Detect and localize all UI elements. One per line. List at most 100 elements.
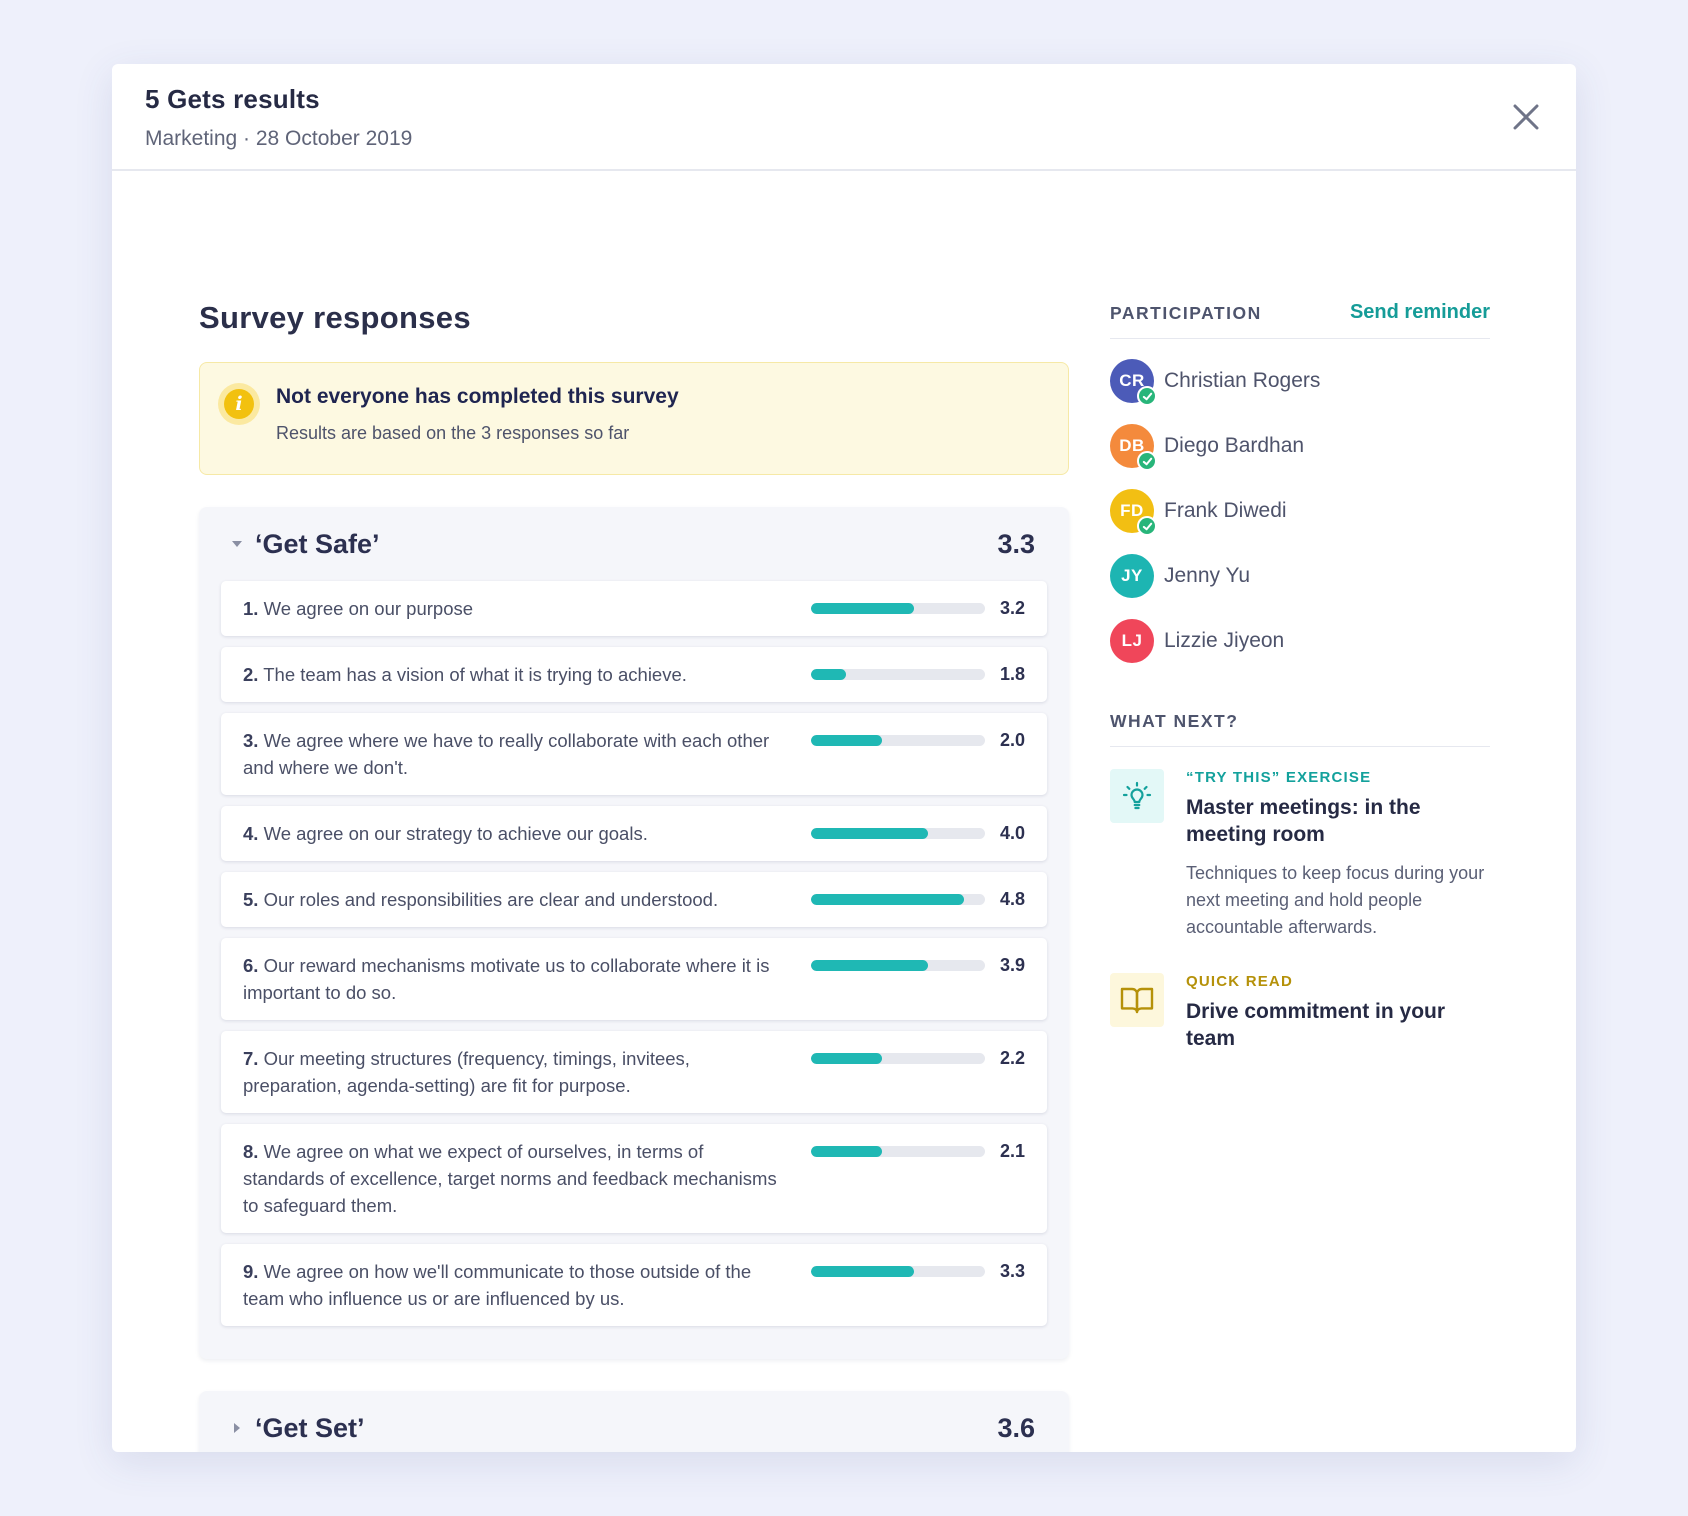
- completed-check-icon: [1137, 451, 1157, 471]
- score-bar-fill: [811, 960, 928, 971]
- card-title[interactable]: Drive commitment in your team: [1186, 1000, 1446, 1050]
- question-number: 5.: [243, 889, 259, 910]
- caret-right-icon: [234, 1423, 240, 1433]
- question-metric: 1.8: [811, 661, 1025, 688]
- sidebar: PARTICIPATION Send reminder CR Christian …: [1110, 224, 1490, 1052]
- what-next-cards: “TRY THIS” EXERCISE Master meetings: in t…: [1110, 769, 1490, 1052]
- score-bar: [811, 669, 985, 680]
- score-bar-fill: [811, 894, 965, 905]
- question-row: 9. We agree on how we'll communicate to …: [221, 1244, 1047, 1326]
- question-metric: 4.0: [811, 820, 1025, 847]
- completed-check-icon: [1137, 386, 1157, 406]
- score-bar: [811, 960, 985, 971]
- question-score: 4.8: [999, 889, 1025, 909]
- question-text: 6. Our reward mechanisms motivate us to …: [243, 955, 770, 1003]
- question-number: 2.: [243, 664, 259, 685]
- card-kicker: QUICK READ: [1186, 973, 1294, 990]
- completed-check-icon: [1137, 516, 1157, 536]
- question-score: 1.8: [999, 664, 1025, 684]
- card-kicker: “TRY THIS” EXERCISE: [1186, 769, 1372, 786]
- info-icon: i: [218, 383, 260, 425]
- incomplete-survey-alert: i Not everyone has completed this survey…: [199, 362, 1069, 475]
- score-bar-fill: [811, 1053, 883, 1064]
- question-text: 2. The team has a vision of what it is t…: [243, 664, 687, 685]
- card-title[interactable]: Master meetings: in the meeting room: [1186, 796, 1421, 846]
- question-number: 4.: [243, 823, 259, 844]
- participation-label: PARTICIPATION: [1110, 303, 1262, 323]
- question-metric: 4.8: [811, 886, 1025, 913]
- group-score: 3.3: [997, 528, 1035, 559]
- question-metric: 3.3: [811, 1258, 1025, 1285]
- card-body: “TRY THIS” EXERCISE Master meetings: in t…: [1186, 769, 1486, 941]
- question-row: 3. We agree where we have to really coll…: [221, 713, 1047, 795]
- question-text: 1. We agree on our purpose: [243, 598, 474, 619]
- participant-name: Christian Rogers: [1164, 369, 1321, 392]
- group-header[interactable]: ‘Get Safe’ 3.3: [199, 507, 1069, 581]
- score-bar: [811, 1266, 985, 1277]
- score-bar: [811, 1146, 985, 1157]
- participant-list: CR Christian Rogers DB Diego Bardhan FD Frank…: [1110, 359, 1490, 663]
- participant-item: CR Christian Rogers: [1110, 359, 1490, 406]
- survey-group: ‘Get Set’ 3.6: [199, 1391, 1069, 1452]
- group-name: ‘Get Safe’: [255, 528, 380, 559]
- question-row: 1. We agree on our purpose 3.2: [221, 581, 1047, 636]
- question-score: 3.3: [999, 1261, 1025, 1281]
- participant-name: Lizzie Jiyeon: [1164, 629, 1285, 652]
- score-bar: [811, 603, 985, 614]
- question-row: 7. Our meeting structures (frequency, ti…: [221, 1031, 1047, 1113]
- alert-title: Not everyone has completed this survey: [276, 385, 679, 408]
- question-score: 2.0: [999, 730, 1025, 750]
- question-row: 2. The team has a vision of what it is t…: [221, 647, 1047, 702]
- quick-read-card[interactable]: QUICK READ Drive commitment in your team: [1110, 973, 1490, 1052]
- question-score: 3.2: [999, 598, 1025, 618]
- question-number: 6.: [243, 955, 259, 976]
- modal-subtitle: Marketing · 28 October 2019: [145, 127, 413, 150]
- question-text: 5. Our roles and responsibilities are cl…: [243, 889, 719, 910]
- score-bar: [811, 735, 985, 746]
- avatar: CR: [1110, 359, 1157, 406]
- question-row: 5. Our roles and responsibilities are cl…: [221, 872, 1047, 927]
- score-bar-fill: [811, 735, 883, 746]
- question-text: 4. We agree on our strategy to achieve o…: [243, 823, 648, 844]
- score-bar: [811, 828, 985, 839]
- question-number: 8.: [243, 1141, 259, 1162]
- close-button[interactable]: [1506, 97, 1546, 137]
- question-number: 9.: [243, 1261, 259, 1282]
- question-metric: 3.2: [811, 595, 1025, 622]
- question-score: 2.2: [999, 1048, 1025, 1068]
- exercise-card[interactable]: “TRY THIS” EXERCISE Master meetings: in t…: [1110, 769, 1490, 941]
- question-score: 2.1: [999, 1141, 1025, 1161]
- what-next-label: WHAT NEXT?: [1110, 711, 1239, 731]
- results-modal: 5 Gets results Marketing · 28 October 20…: [112, 64, 1576, 1452]
- participant-item: DB Diego Bardhan: [1110, 424, 1490, 471]
- question-score: 4.0: [999, 823, 1025, 843]
- question-text: 9. We agree on how we'll communicate to …: [243, 1261, 752, 1309]
- question-text: 8. We agree on what we expect of ourselv…: [243, 1141, 777, 1216]
- participant-item: JY Jenny Yu: [1110, 554, 1490, 598]
- question-metric: 2.1: [811, 1138, 1025, 1165]
- modal-header: 5 Gets results Marketing · 28 October 20…: [112, 64, 1576, 171]
- question-number: 1.: [243, 598, 259, 619]
- question-metric: 3.9: [811, 952, 1025, 979]
- score-bar: [811, 1053, 985, 1064]
- survey-groups: ‘Get Safe’ 3.3 1. We agree on our purpose 3…: [199, 507, 1069, 1452]
- question-row: 6. Our reward mechanisms motivate us to …: [221, 938, 1047, 1020]
- question-text: 7. Our meeting structures (frequency, ti…: [243, 1048, 690, 1096]
- avatar: LJ: [1110, 619, 1154, 663]
- group-score: 3.6: [997, 1412, 1035, 1443]
- close-icon: [1513, 104, 1539, 130]
- alert-text: Results are based on the 3 responses so …: [276, 423, 630, 443]
- caret-down-icon: [232, 541, 242, 547]
- send-reminder-link[interactable]: Send reminder: [1349, 301, 1490, 323]
- question-row: 4. We agree on our strategy to achieve o…: [221, 806, 1047, 861]
- group-header[interactable]: ‘Get Set’ 3.6: [199, 1391, 1069, 1452]
- question-number: 7.: [243, 1048, 259, 1069]
- score-bar-fill: [811, 603, 914, 614]
- question-row: 8. We agree on what we expect of ourselv…: [221, 1124, 1047, 1233]
- lightbulb-icon: [1110, 769, 1164, 823]
- modal-title: 5 Gets results: [145, 84, 320, 114]
- score-bar-fill: [811, 1146, 883, 1157]
- avatar: JY: [1110, 554, 1154, 598]
- what-next-header: WHAT NEXT?: [1110, 711, 1490, 747]
- question-score: 3.9: [999, 955, 1025, 975]
